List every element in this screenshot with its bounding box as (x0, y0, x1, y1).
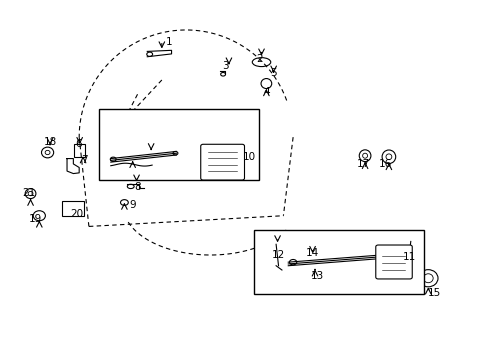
Text: 1: 1 (165, 37, 172, 48)
Bar (99, 109, 259, 180)
Text: 7: 7 (81, 156, 87, 165)
Text: 2: 2 (255, 54, 262, 64)
Bar (74, 144, 85, 157)
Text: 3: 3 (221, 61, 228, 71)
Text: 18: 18 (43, 138, 57, 148)
Text: 10: 10 (243, 152, 255, 162)
FancyBboxPatch shape (375, 245, 411, 279)
Text: 5: 5 (270, 68, 276, 78)
Text: 9: 9 (129, 200, 136, 210)
Bar (62, 202, 84, 216)
Bar (254, 230, 424, 294)
FancyBboxPatch shape (201, 144, 244, 180)
Text: 14: 14 (305, 248, 319, 258)
Text: 8: 8 (134, 182, 141, 192)
Text: 12: 12 (271, 250, 285, 260)
Text: 20: 20 (70, 209, 83, 219)
Text: 21: 21 (22, 188, 36, 198)
Text: 19: 19 (29, 214, 42, 224)
Text: 4: 4 (263, 87, 269, 98)
Text: 16: 16 (378, 159, 391, 169)
Text: 6: 6 (75, 139, 81, 149)
Text: 17: 17 (356, 159, 369, 169)
Text: 11: 11 (403, 252, 416, 262)
Text: 13: 13 (310, 271, 324, 282)
Text: 15: 15 (427, 288, 440, 297)
